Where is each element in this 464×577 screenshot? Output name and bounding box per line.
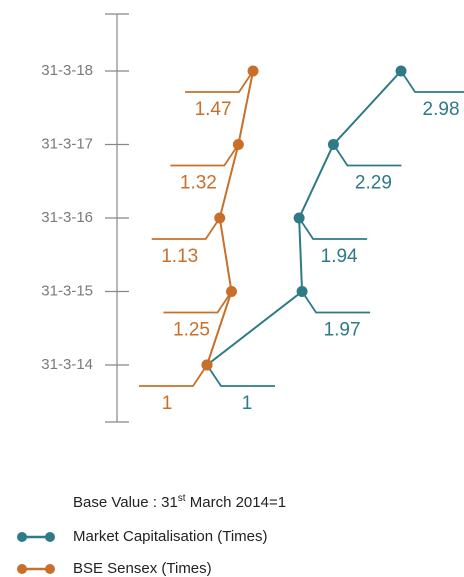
legend-swatch-dot xyxy=(45,532,55,542)
y-tick-label: 31-3-14 xyxy=(41,356,93,373)
leader-line xyxy=(151,217,221,240)
leader-line xyxy=(163,291,233,314)
note-prefix: Base Value : 31 xyxy=(73,494,178,511)
data-point xyxy=(214,212,226,224)
data-point xyxy=(296,286,308,297)
data-label: 1.13 xyxy=(161,246,198,267)
leader-line xyxy=(332,144,402,167)
leader-line xyxy=(400,70,464,93)
data-point xyxy=(395,65,407,77)
leader-line xyxy=(170,144,240,167)
data-point xyxy=(226,286,237,297)
legend-swatch-dot xyxy=(17,564,27,574)
legend-swatch-dot xyxy=(17,532,27,542)
data-point xyxy=(247,65,259,77)
data-label: 2.98 xyxy=(423,99,460,120)
leader-line xyxy=(298,217,368,240)
data-point xyxy=(293,212,305,224)
legend-label: BSE Sensex (Times) xyxy=(73,560,212,577)
data-point xyxy=(201,359,213,371)
note-suffix: March 2014=1 xyxy=(186,494,286,511)
y-tick-label: 31-3-18 xyxy=(41,62,93,79)
base-note: Base Value : 31st March 2014=1 xyxy=(73,493,286,511)
data-label: 1.94 xyxy=(321,246,358,267)
leader-line xyxy=(139,364,208,387)
data-point xyxy=(327,139,339,150)
data-point xyxy=(232,139,244,150)
legend-swatch-dot xyxy=(45,564,55,574)
note-sup: st xyxy=(178,493,186,504)
leader-line xyxy=(206,364,275,387)
y-tick-label: 31-3-17 xyxy=(41,135,93,152)
data-label: 1.25 xyxy=(173,320,210,341)
data-label: 1.32 xyxy=(180,173,217,194)
y-tick-label: 31-3-15 xyxy=(41,282,93,299)
data-label: 1 xyxy=(162,393,173,414)
data-label: 1 xyxy=(242,393,253,414)
leader-line xyxy=(301,291,371,314)
data-label: 1.97 xyxy=(324,320,361,341)
data-label: 1.47 xyxy=(195,99,232,120)
y-tick-label: 31-3-16 xyxy=(41,209,93,226)
data-label: 2.29 xyxy=(355,173,392,194)
leader-line xyxy=(185,70,254,93)
legend-label: Market Capitalisation (Times) xyxy=(73,528,268,545)
